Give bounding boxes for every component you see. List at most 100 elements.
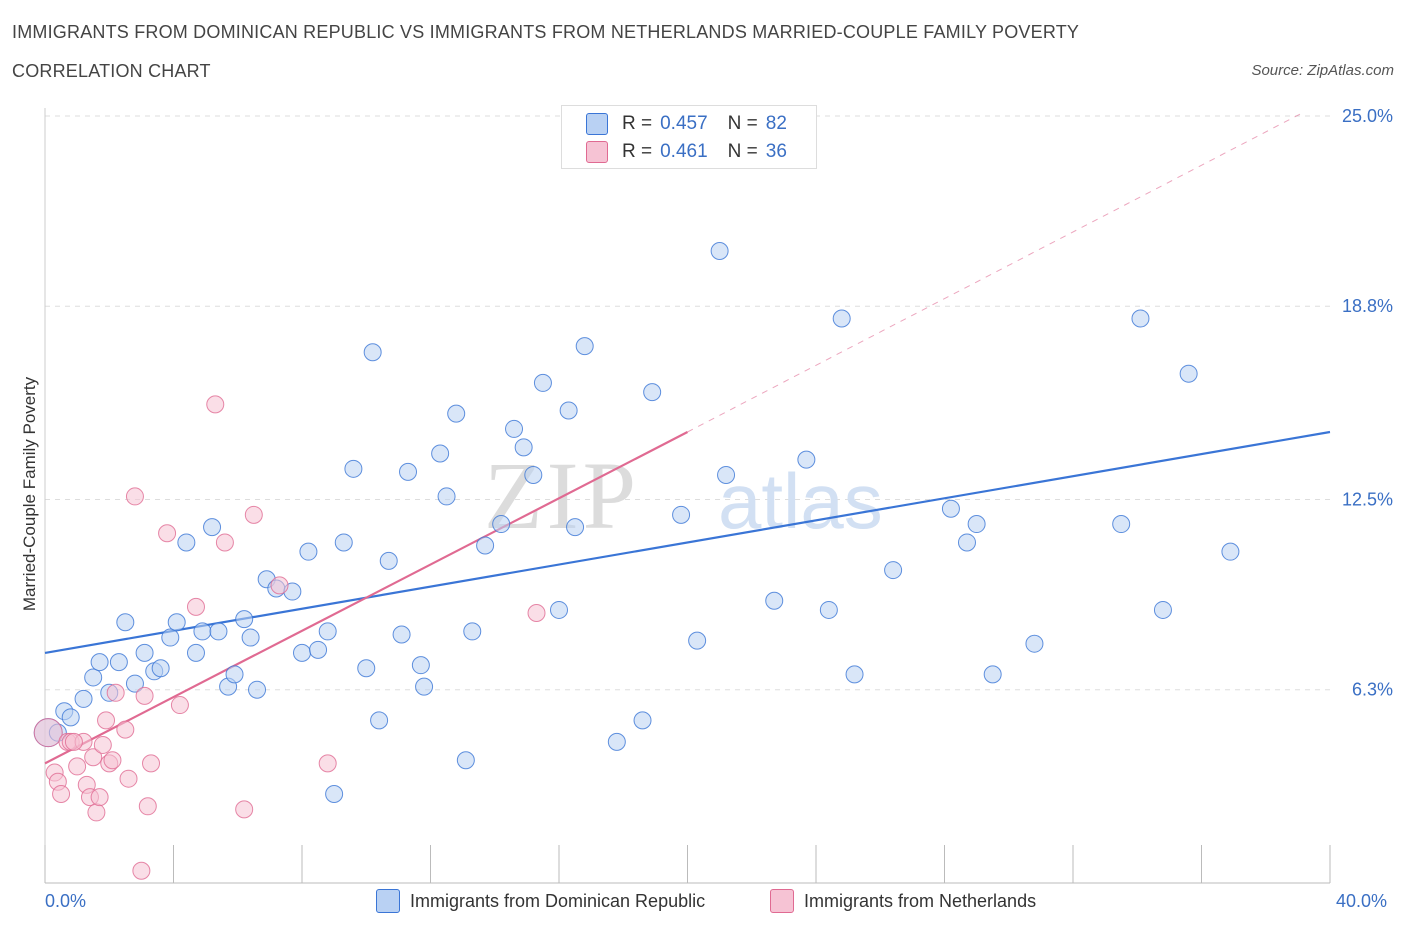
watermark-atlas: atlas [718, 457, 883, 545]
data-points [33, 241, 1240, 880]
legend-n-value: 82 [765, 113, 787, 134]
data-point-dominican [463, 622, 482, 641]
y-tick-label: 18.8% [1342, 296, 1393, 316]
data-point-netherlands [527, 604, 546, 623]
data-point-dominican [550, 600, 568, 619]
data-point-netherlands [119, 769, 138, 788]
legend-swatch-dominican [376, 889, 400, 913]
data-point-dominican [116, 613, 135, 632]
data-point-dominican [456, 751, 475, 770]
data-point-dominican [688, 631, 707, 650]
legend-r-label: R = [622, 141, 653, 162]
data-point-netherlands [318, 754, 337, 773]
data-point-dominican [235, 610, 254, 629]
data-point-netherlands [270, 576, 289, 595]
data-point-dominican [819, 600, 838, 619]
data-point-netherlands [215, 533, 234, 552]
data-point-dominican [109, 653, 128, 672]
data-point-dominican [135, 643, 154, 662]
legend-row-netherlands: R = 0.461 N = 36 [586, 140, 787, 164]
data-point-dominican [415, 677, 434, 696]
data-point-dominican [514, 438, 533, 457]
data-point-dominican [167, 613, 186, 632]
data-point-netherlands [97, 711, 116, 730]
legend-r-label: R = [622, 113, 653, 134]
data-point-dominican [957, 533, 976, 552]
y-tick-label: 25.0% [1342, 106, 1393, 126]
data-point-dominican [392, 625, 411, 644]
data-point-dominican [1131, 309, 1150, 328]
data-point-netherlands [135, 686, 154, 705]
data-point-dominican [941, 499, 960, 518]
correlation-legend: R = 0.457 N = 82 R = 0.461 N = 36 [561, 105, 817, 169]
data-point-dominican [492, 515, 511, 534]
legend-row-dominican: R = 0.457 N = 82 [586, 112, 787, 136]
data-point-dominican [832, 309, 851, 328]
x-axis-max-label: 40.0% [1336, 891, 1388, 911]
data-point-dominican [370, 711, 389, 730]
data-point-dominican [447, 404, 466, 423]
data-point-netherlands [33, 718, 63, 748]
data-point-netherlands [52, 785, 71, 804]
data-point-netherlands [170, 696, 189, 715]
grid-lines [45, 115, 1330, 691]
legend-n-label: N = [727, 141, 758, 162]
data-point-dominican [967, 515, 986, 534]
chart-title-line-1: IMMIGRANTS FROM DOMINICAN REPUBLIC VS IM… [12, 22, 1080, 42]
data-point-dominican [357, 659, 376, 678]
chart-title-line-2: CORRELATION CHART [12, 61, 211, 81]
data-point-dominican [797, 450, 816, 469]
data-point-dominican [524, 465, 543, 484]
data-point-netherlands [87, 803, 106, 822]
data-point-dominican [61, 708, 80, 727]
data-point-dominican [248, 680, 267, 699]
data-point-netherlands [132, 861, 151, 880]
trend-lines [44, 113, 1331, 765]
data-point-netherlands [244, 505, 263, 524]
data-point-dominican [607, 732, 626, 751]
axes [44, 108, 1331, 884]
legend-n-value: 36 [765, 141, 787, 162]
data-point-dominican [299, 542, 318, 561]
data-point-dominican [533, 373, 552, 392]
data-point-dominican [566, 518, 585, 537]
data-point-netherlands [235, 800, 254, 819]
legend-r-value: 0.457 [660, 113, 708, 134]
legend-n-label: N = [727, 113, 758, 134]
data-point-dominican [379, 551, 398, 570]
data-point-dominican [1179, 364, 1198, 383]
data-point-netherlands [186, 597, 205, 616]
data-point-dominican [437, 487, 456, 506]
data-point-dominican [845, 665, 864, 684]
data-point-netherlands [116, 720, 135, 739]
data-point-dominican [241, 628, 260, 647]
data-point-dominican [363, 343, 382, 362]
data-point-dominican [84, 668, 103, 687]
watermark-zip: ZIP [484, 442, 640, 549]
data-point-dominican [431, 444, 450, 463]
data-point-netherlands [158, 524, 177, 543]
data-point-dominican [309, 640, 328, 659]
legend-label-netherlands: Immigrants from Netherlands [804, 890, 1037, 911]
legend-item-netherlands[interactable]: Immigrants from Netherlands [770, 889, 1036, 913]
data-point-dominican [177, 533, 196, 552]
y-tick-label: 6.3% [1352, 680, 1393, 700]
data-point-dominican [411, 656, 430, 675]
data-point-dominican [710, 241, 729, 260]
data-point-dominican [344, 459, 363, 478]
legend-item-dominican[interactable]: Immigrants from Dominican Republic [376, 889, 705, 913]
data-point-netherlands [68, 757, 87, 776]
data-point-dominican [643, 383, 662, 402]
data-point-dominican [318, 622, 337, 641]
data-point-dominican [1112, 515, 1131, 534]
data-point-dominican [672, 505, 691, 524]
data-point-netherlands [64, 732, 83, 751]
legend-swatch-dominican [586, 113, 608, 135]
legend-swatch-netherlands [770, 889, 794, 913]
data-point-dominican [325, 785, 344, 804]
data-point-dominican [1221, 542, 1240, 561]
data-point-dominican [575, 337, 594, 356]
data-point-dominican [74, 689, 93, 708]
data-point-dominican [505, 419, 524, 438]
